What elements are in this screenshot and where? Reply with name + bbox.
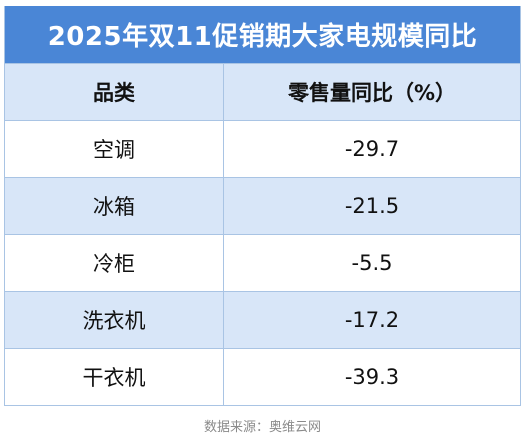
value-cell: -39.3 bbox=[344, 365, 400, 389]
value-cell: -29.7 bbox=[344, 137, 400, 161]
table-row: 空调 -29.7 bbox=[5, 121, 520, 178]
value-cell: -21.5 bbox=[344, 194, 400, 218]
table-row: 冰箱 -21.5 bbox=[5, 178, 520, 235]
column-header-value: 零售量同比（%） bbox=[287, 81, 457, 105]
source-note: 数据来源：奥维云网 bbox=[203, 419, 321, 434]
table-row: 干衣机 -39.3 bbox=[5, 349, 520, 405]
value-cell: -17.2 bbox=[344, 308, 400, 332]
table-row: 洗衣机 -17.2 bbox=[5, 292, 520, 349]
column-header-row: 品类 零售量同比（%） bbox=[5, 64, 520, 121]
category-cell: 空调 bbox=[5, 121, 224, 177]
category-cell: 干衣机 bbox=[5, 349, 224, 405]
value-cell: -5.5 bbox=[351, 251, 393, 275]
data-table: 2025年双11促销期大家电规模同比 品类 零售量同比（%） 空调 -29.7 … bbox=[4, 6, 521, 406]
column-header-category: 品类 bbox=[5, 64, 224, 120]
table-title: 2025年双11促销期大家电规模同比 bbox=[5, 6, 520, 64]
table-row: 冷柜 -5.5 bbox=[5, 235, 520, 292]
category-cell: 冰箱 bbox=[5, 178, 224, 234]
category-cell: 洗衣机 bbox=[5, 292, 224, 348]
category-cell: 冷柜 bbox=[5, 235, 224, 291]
